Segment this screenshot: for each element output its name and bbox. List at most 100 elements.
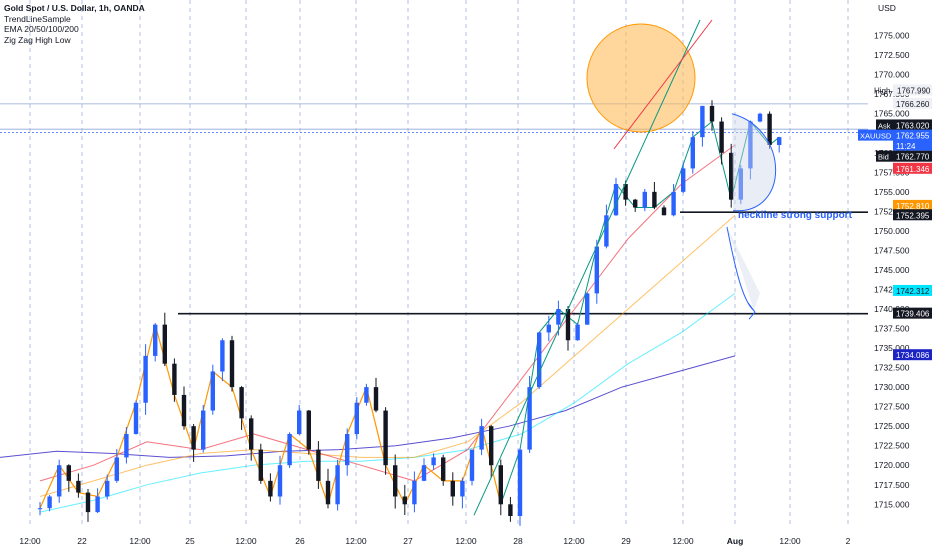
- candle-body: [105, 480, 110, 497]
- candle-body: [748, 121, 753, 169]
- time-tick-label: 29: [621, 536, 631, 546]
- time-axis[interactable]: 12:00 22 12:00 25 12:00 26 12:00 27 12:00 28 12:00…: [19, 536, 850, 546]
- grid-lines: [29, 0, 849, 528]
- candle-body: [527, 387, 532, 450]
- candle-body: [498, 465, 503, 505]
- candle-body: [95, 496, 100, 513]
- annotation-layer: neckline strong support: [738, 210, 853, 221]
- candle-body: [719, 121, 724, 153]
- candle-body: [585, 293, 590, 325]
- time-tick-label: 12:00: [563, 536, 585, 546]
- ema100-line: [39, 292, 736, 513]
- price-tick-label: 1740.000: [874, 304, 910, 314]
- candle-body: [37, 508, 43, 510]
- time-tick-label: 26: [295, 536, 305, 546]
- candle-body: [623, 184, 628, 200]
- ema20-label: 1761.346: [896, 165, 930, 174]
- candle-body: [565, 309, 571, 341]
- candle-body: [652, 191, 657, 208]
- candle-body: [767, 113, 772, 145]
- time-tick-label: 12:00: [19, 536, 41, 546]
- high-tag: High: [874, 86, 890, 95]
- trend-lines: [473, 19, 713, 516]
- ask-label-bg: [893, 119, 932, 131]
- candle-body: [124, 433, 129, 458]
- time-tick-label: Aug: [727, 536, 744, 546]
- highlight-circle: [586, 23, 696, 133]
- price-tick-label: 1755.000: [874, 187, 910, 197]
- ema50-label: 1752.810: [896, 202, 930, 211]
- candle-body: [57, 465, 62, 497]
- candle-body: [508, 504, 513, 516]
- ema100-label: 1742.312: [896, 287, 930, 296]
- price-tick-label: 1745.000: [874, 265, 910, 275]
- time-tick-label: 28: [513, 536, 523, 546]
- candle-body: [364, 387, 369, 403]
- trendline-red: [613, 19, 713, 150]
- ema200-label-bg: [893, 349, 932, 361]
- price-tick-label: 1747.500: [874, 245, 910, 255]
- candle-body: [431, 457, 436, 466]
- candle-body: [393, 465, 398, 497]
- price-tick-label: 1732.500: [874, 363, 910, 373]
- currency-label: USD: [878, 3, 896, 13]
- candle-body: [191, 426, 196, 450]
- ema-lines: [0, 144, 736, 513]
- candle-body: [76, 480, 81, 493]
- price-axis[interactable]: USD 1775.000 1772.500 1770.000 1767.500 1765…: [858, 0, 932, 528]
- candle-body: [306, 410, 311, 450]
- legend-indicator-trendline[interactable]: TrendLineSample: [4, 13, 71, 24]
- candle-body: [277, 465, 283, 497]
- bid-tag-bg: [876, 150, 893, 162]
- ask-tag: Ask: [878, 121, 891, 130]
- legend-indicator-zigzag[interactable]: Zig Zag High Low: [4, 34, 71, 45]
- time-tick-label: 12:00: [672, 536, 694, 546]
- price-tick-label: 1725.000: [874, 421, 910, 431]
- ema100-label-bg: [893, 284, 932, 296]
- candle-body: [287, 433, 292, 466]
- level-1766-label: 1766.260: [896, 100, 930, 109]
- price-tick-label: 1750.000: [874, 226, 910, 236]
- time-tick-label: 2: [846, 536, 851, 546]
- candle-body: [114, 457, 119, 481]
- price-tick-label: 1775.000: [874, 31, 910, 41]
- candle-body: [671, 191, 676, 216]
- candle-body: [604, 215, 609, 247]
- time-tick-label: 25: [185, 536, 195, 546]
- price-tick-label: 1742.500: [874, 284, 910, 294]
- candle-body: [517, 449, 523, 516]
- projection-arrows: [726, 113, 776, 320]
- ask-tag-bg: [876, 119, 893, 131]
- price-tick-label: 1765.000: [874, 109, 910, 119]
- candle-body: [172, 363, 177, 395]
- candle-body: [373, 387, 379, 411]
- time-tick-label: 12:00: [129, 536, 151, 546]
- last-tag-bg: [858, 129, 893, 141]
- last-label-bg: [893, 129, 932, 141]
- candle-body: [575, 324, 580, 341]
- price-tick-label: 1772.500: [874, 50, 910, 60]
- candle-body: [556, 309, 561, 325]
- time-tick-label: 22: [77, 536, 87, 546]
- bid-label-bg: [893, 150, 932, 162]
- candle-body: [47, 496, 52, 509]
- candle-body: [450, 480, 455, 497]
- candle-body: [469, 449, 475, 481]
- price-tick-label: 1735.000: [874, 343, 910, 353]
- price-tick-label: 1730.000: [874, 382, 910, 392]
- candle-body: [700, 105, 705, 138]
- candle-body: [133, 402, 139, 434]
- candle-body: [201, 410, 206, 450]
- candle-body: [153, 324, 158, 356]
- level-1739-label: 1739.406: [896, 310, 930, 319]
- candle-body: [681, 168, 686, 192]
- countdown-label-bg: [893, 139, 932, 151]
- legend-indicator-ema[interactable]: EMA 20/50/100/200: [4, 24, 79, 34]
- time-tick-label: 27: [403, 536, 413, 546]
- zigzag-line: [39, 120, 780, 509]
- bid-tag: Bid: [878, 153, 889, 162]
- candle-body: [441, 457, 446, 481]
- time-tick-label: 12:00: [455, 536, 477, 546]
- projection-arc-upper: [731, 113, 776, 212]
